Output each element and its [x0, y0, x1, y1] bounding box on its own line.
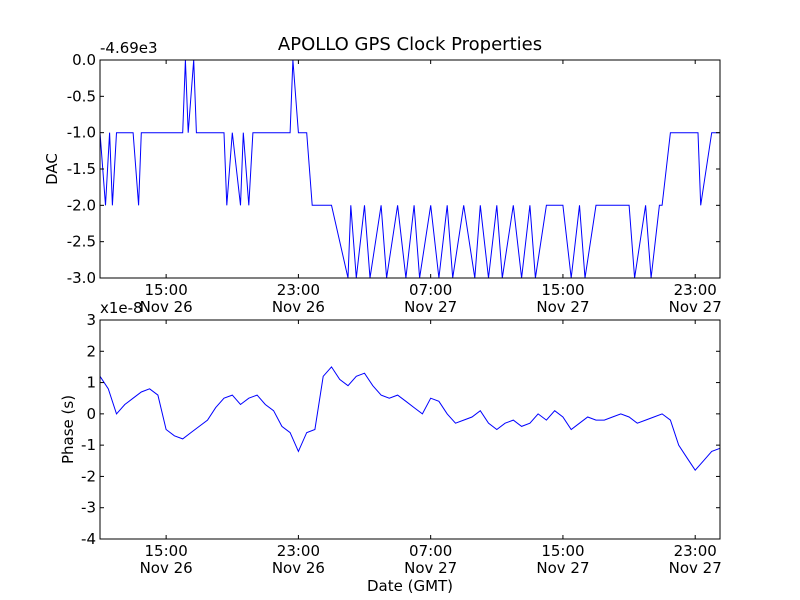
y-axis-label: Phase (s)	[59, 395, 77, 464]
series-line	[99, 366, 721, 472]
y-tick-label: 3	[86, 311, 96, 329]
x-tick-label-date: Nov 26	[140, 298, 193, 316]
x-tick-label-date: Nov 27	[669, 298, 722, 316]
y-tick-label: -2.0	[67, 196, 96, 214]
x-tick-label-time: 15:00	[541, 542, 584, 560]
y-tick-label: -3.0	[67, 269, 96, 287]
x-tick-label-time: 23:00	[674, 281, 717, 299]
x-tick-label-date: Nov 26	[272, 298, 325, 316]
x-tick-label-time: 23:00	[277, 542, 320, 560]
x-tick-label-date: Nov 27	[669, 559, 722, 577]
y-tick-label: -0.5	[67, 87, 96, 105]
x-tick-label-time: 23:00	[277, 281, 320, 299]
y-tick-label: -4	[81, 530, 96, 548]
x-tick-label-date: Nov 27	[404, 559, 457, 577]
x-tick-label-time: 23:00	[674, 542, 717, 560]
x-tick-label-date: Nov 27	[536, 559, 589, 577]
y-tick-label: 1	[86, 374, 96, 392]
axis-offset-text: x1e-8	[100, 299, 143, 317]
y-tick-label: -3	[81, 499, 96, 517]
x-tick-label-time: 15:00	[145, 281, 188, 299]
x-tick-label-date: Nov 26	[140, 559, 193, 577]
y-axis-label: DAC	[43, 153, 61, 185]
y-tick-label: 2	[86, 342, 96, 360]
axes-frame	[99, 319, 721, 540]
x-tick-label-time: 07:00	[409, 542, 452, 560]
series-line	[99, 59, 720, 279]
y-tick-label: -1	[81, 436, 96, 454]
x-tick-label-time: 15:00	[145, 542, 188, 560]
x-tick-label-date: Nov 26	[272, 559, 325, 577]
x-tick-label-time: 15:00	[541, 281, 584, 299]
x-axis-label: Date (GMT)	[367, 577, 453, 595]
y-tick-label: -2.5	[67, 233, 96, 251]
axis-offset-text: -4.69e3	[100, 39, 158, 57]
chart-title: APOLLO GPS Clock Properties	[278, 34, 542, 55]
y-tick-label: -2	[81, 467, 96, 485]
y-tick-label: 0.0	[72, 51, 96, 69]
x-tick-label-date: Nov 27	[404, 298, 457, 316]
x-tick-label-date: Nov 27	[536, 298, 589, 316]
y-tick-label: -1.5	[67, 160, 96, 178]
y-tick-label: 0	[86, 405, 96, 423]
y-tick-label: -1.0	[67, 124, 96, 142]
x-tick-label-time: 07:00	[409, 281, 452, 299]
